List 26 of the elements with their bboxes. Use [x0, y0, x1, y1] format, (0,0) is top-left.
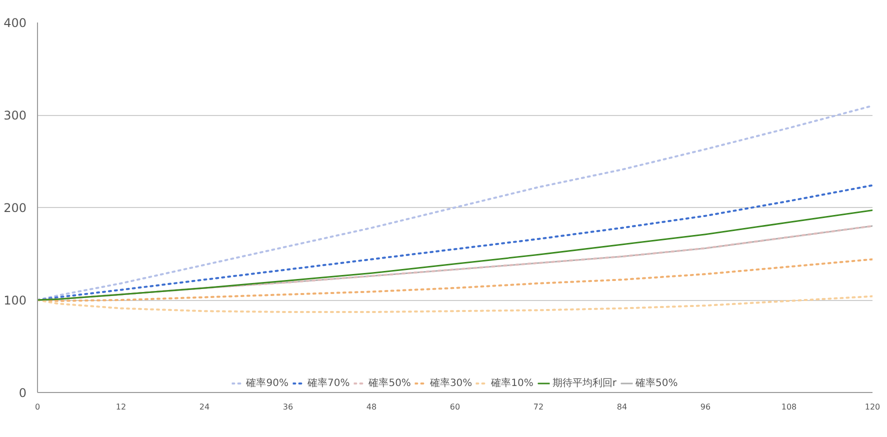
- line-series: [38, 210, 872, 301]
- legend-label: 確率30%: [430, 376, 472, 390]
- legend-label: 確率50%: [636, 376, 678, 390]
- x-tick-label: 0: [34, 402, 40, 412]
- y-tick-label: 300: [4, 108, 26, 122]
- y-tick-label: 200: [4, 201, 26, 215]
- x-tick-label: 36: [282, 402, 294, 412]
- x-tick-label: 108: [781, 402, 797, 412]
- x-tick-label: 96: [700, 402, 711, 412]
- line-series: [38, 295, 872, 314]
- x-tick-label: 12: [116, 402, 126, 412]
- legend-label: 確率50%: [368, 376, 411, 390]
- y-tick-label: 100: [4, 294, 26, 308]
- legend-label: 確率90%: [246, 376, 288, 390]
- x-tick-label: 48: [366, 402, 377, 412]
- line-series: [38, 104, 872, 301]
- x-tick-label: 60: [450, 402, 460, 412]
- legend-label: 確率10%: [491, 376, 534, 390]
- x-tick-label: 24: [199, 402, 210, 412]
- y-tick-label: 0: [18, 386, 27, 400]
- y-tick-label: 400: [4, 16, 26, 30]
- legend-label: 期待平均利回r: [552, 376, 617, 390]
- x-tick-label: 72: [533, 402, 544, 412]
- legend-label: 確率70%: [307, 376, 350, 390]
- x-tick-label: 120: [864, 402, 880, 412]
- x-tick-label: 84: [616, 402, 628, 412]
